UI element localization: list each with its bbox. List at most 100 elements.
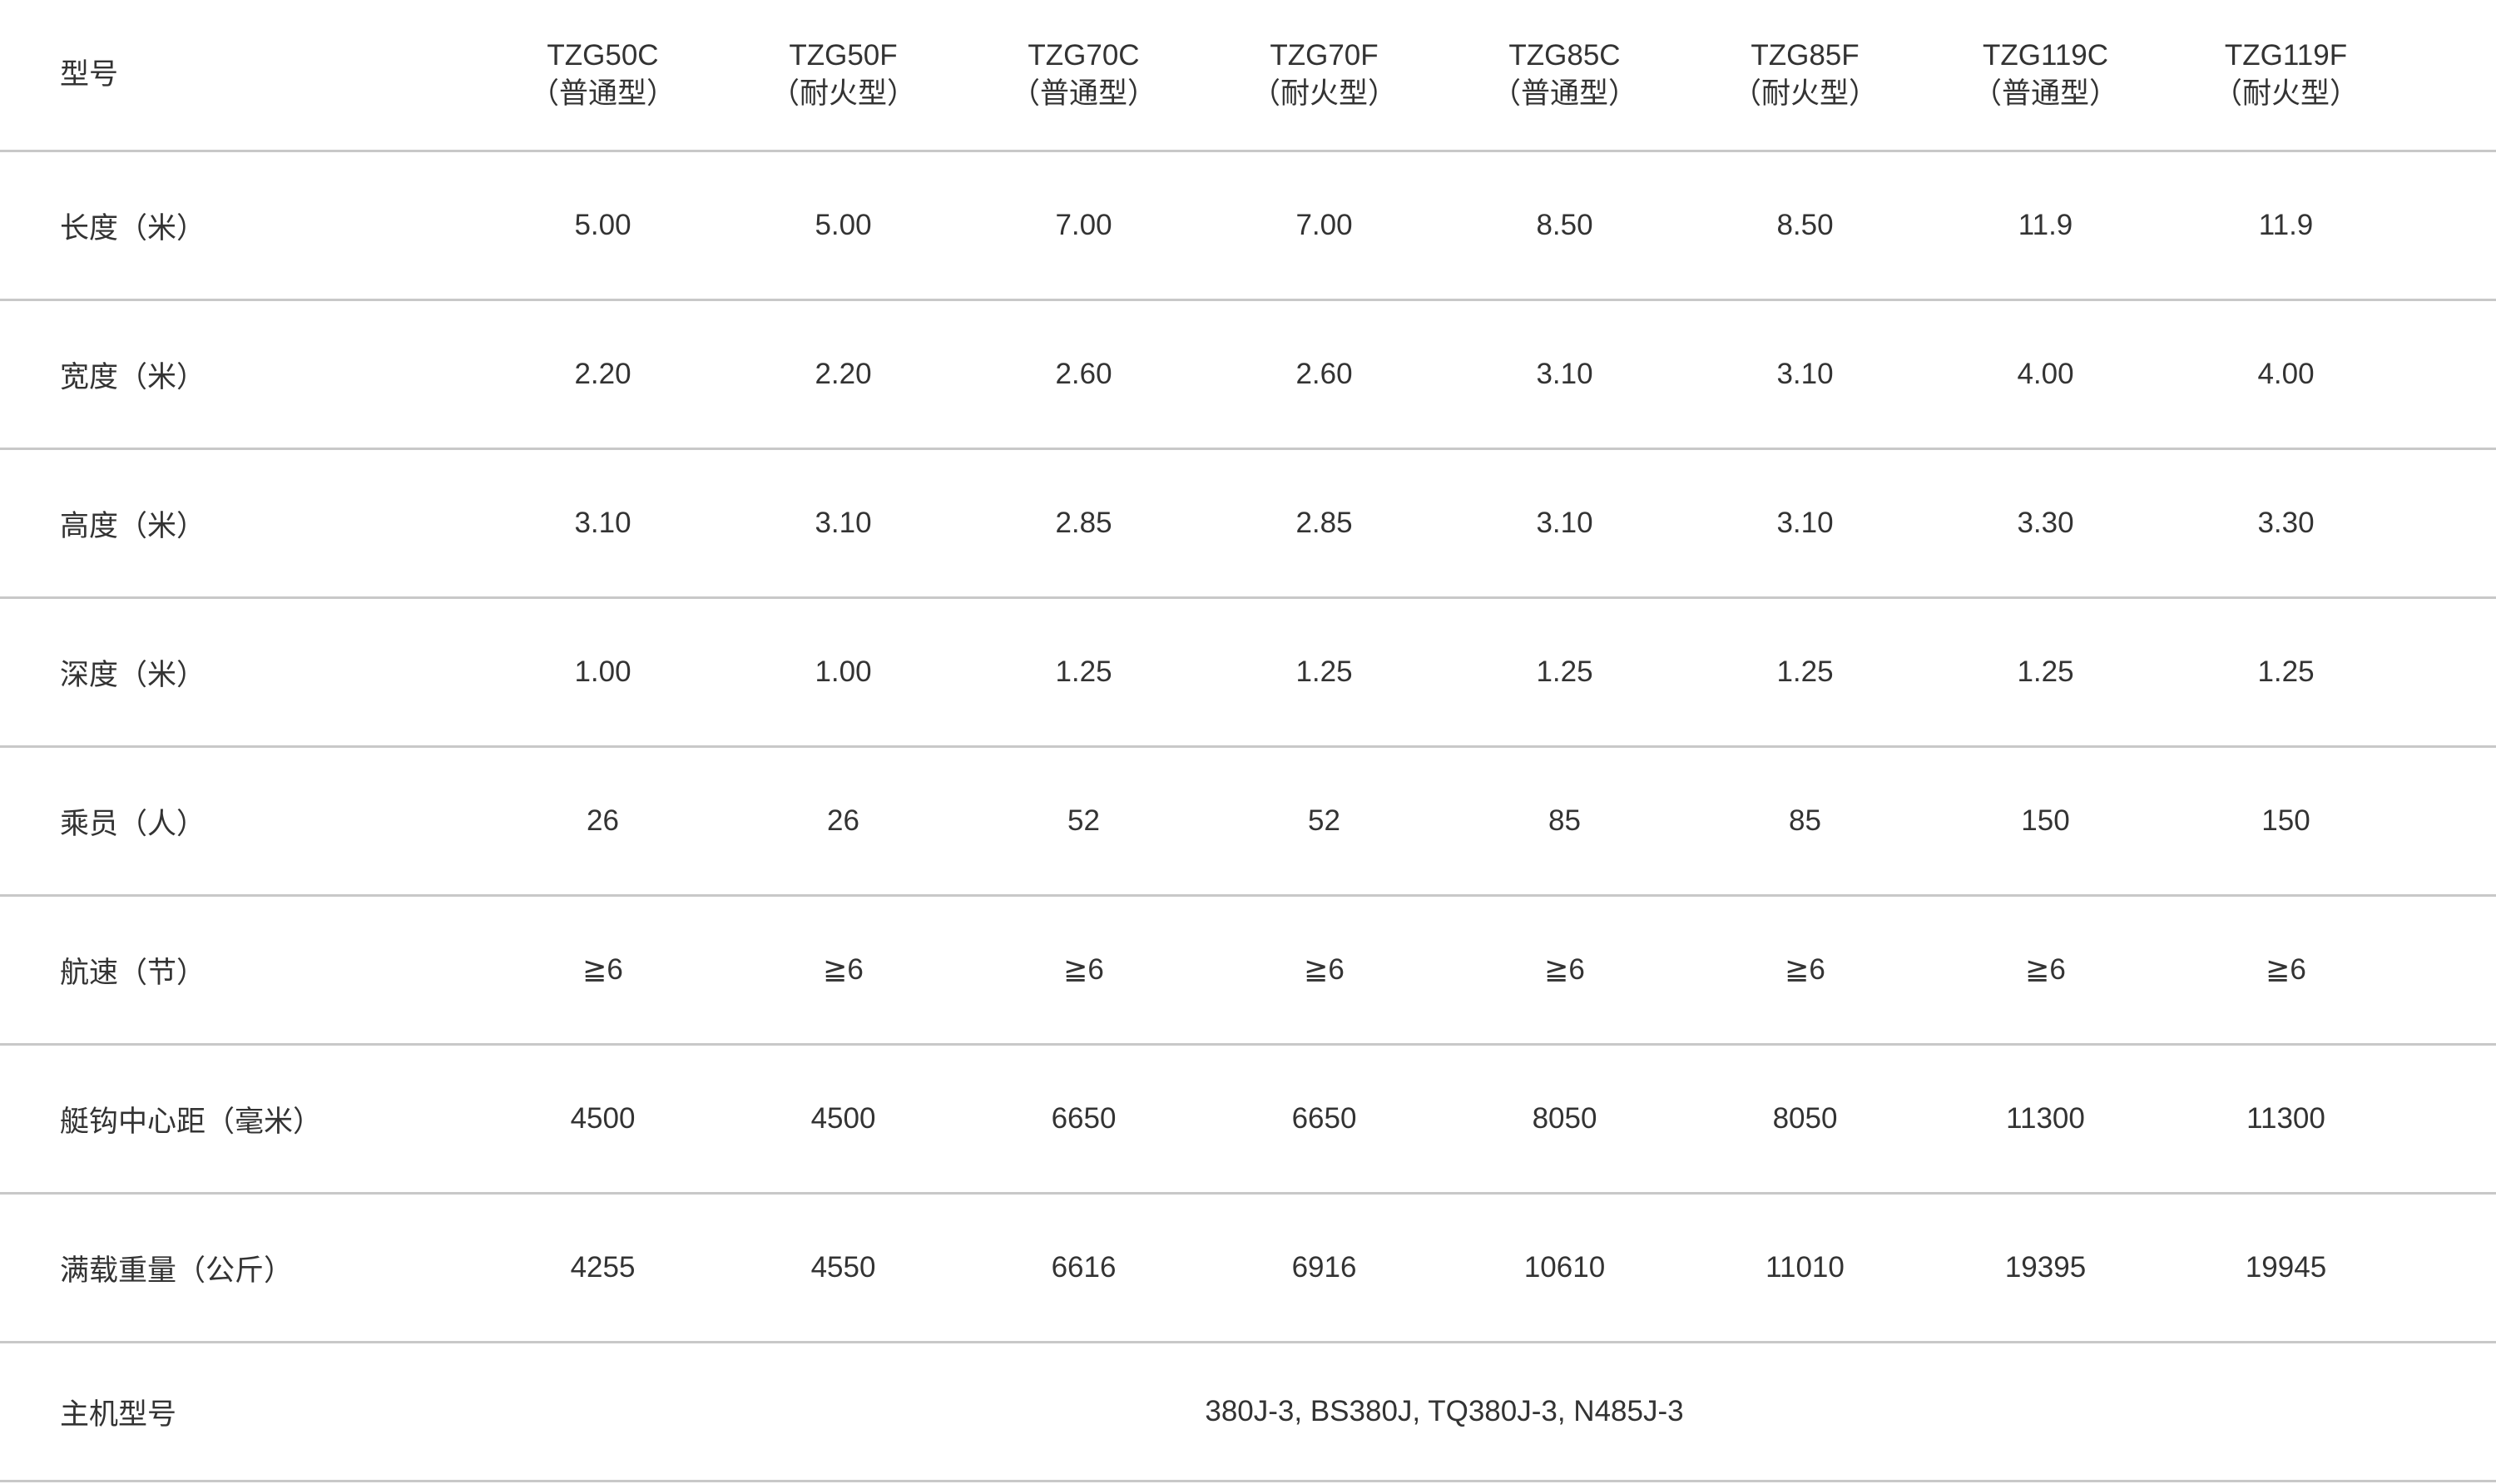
table-cell: 6916	[1204, 1193, 1444, 1343]
model-name: TZG85F	[1751, 39, 1860, 72]
table-cell: 5.00	[483, 151, 723, 301]
table-cell: 4.00	[1925, 299, 2166, 450]
table-cell: 19945	[2166, 1193, 2406, 1343]
row-label: 艇钩中心距（毫米）	[0, 1044, 483, 1195]
table-cell: 1.25	[2166, 597, 2406, 748]
table-cell: 3.30	[1925, 448, 2166, 599]
row-label: 高度（米）	[0, 448, 483, 599]
row-label: 主机型号	[0, 1342, 483, 1482]
table-cell: 11300	[2166, 1044, 2406, 1195]
table-cell: 2.60	[963, 299, 1204, 450]
table-cell: 1.25	[1925, 597, 2166, 748]
row-label: 航速（节）	[0, 895, 483, 1046]
table-cell: 3.10	[1444, 299, 1685, 450]
spacer	[2406, 1044, 2496, 1195]
table-cell: ≧6	[1204, 895, 1444, 1046]
model-name: TZG70C	[1028, 39, 1140, 72]
model-type: （普通型）	[529, 77, 676, 110]
table-cell: 4.00	[2166, 299, 2406, 450]
table-cell: 8.50	[1444, 151, 1685, 301]
engine-row: 主机型号 380J-3, BS380J, TQ380J-3, N485J-3	[0, 1342, 2496, 1482]
table-cell: 1.25	[1444, 597, 1685, 748]
table-cell: 10610	[1444, 1193, 1685, 1343]
table-cell: ≧6	[1444, 895, 1685, 1046]
table-cell: 26	[723, 746, 963, 897]
model-name: TZG50F	[789, 39, 898, 72]
row-label: 满载重量（公斤）	[0, 1193, 483, 1343]
model-type: （普通型）	[1972, 77, 2118, 110]
table-cell: 7.00	[963, 151, 1204, 301]
model-header: TZG119C （普通型）	[1925, 0, 2166, 152]
table-cell: 6650	[963, 1044, 1204, 1195]
table-cell: 11010	[1685, 1193, 1925, 1343]
table-cell: 3.10	[723, 448, 963, 599]
table-cell: 11.9	[2166, 151, 2406, 301]
table-cell: 3.30	[2166, 448, 2406, 599]
model-name: TZG85C	[1508, 39, 1621, 72]
model-header: TZG85C （普通型）	[1444, 0, 1685, 152]
header-label: 型号	[0, 0, 483, 152]
row-label: 宽度（米）	[0, 299, 483, 450]
spacer	[2406, 895, 2496, 1046]
model-header: TZG50F （耐火型）	[723, 0, 963, 152]
table-row: 乘员（人） 26 26 52 52 85 85 150 150	[0, 746, 2496, 897]
table-cell: 8050	[1685, 1044, 1925, 1195]
row-label: 乘员（人）	[0, 746, 483, 897]
table-cell: ≧6	[483, 895, 723, 1046]
table-cell: 4500	[723, 1044, 963, 1195]
model-header: TZG70C （普通型）	[963, 0, 1204, 152]
table-cell: 4550	[723, 1193, 963, 1343]
table-cell: 1.00	[723, 597, 963, 748]
table-cell: 52	[1204, 746, 1444, 897]
table-cell: 11300	[1925, 1044, 2166, 1195]
table-cell: ≧6	[1925, 895, 2166, 1046]
table-row: 艇钩中心距（毫米） 4500 4500 6650 6650 8050 8050 11300 11…	[0, 1044, 2496, 1195]
table-cell: 1.00	[483, 597, 723, 748]
table-cell: 4255	[483, 1193, 723, 1343]
table-cell: ≧6	[2166, 895, 2406, 1046]
spacer	[2406, 1193, 2496, 1343]
table-cell: 3.10	[1685, 299, 1925, 450]
table-cell: 2.85	[1204, 448, 1444, 599]
table-cell: ≧6	[1685, 895, 1925, 1046]
table-row: 深度（米） 1.00 1.00 1.25 1.25 1.25 1.25 1.25 1.25	[0, 597, 2496, 748]
table-cell: 1.25	[963, 597, 1204, 748]
table-cell: 7.00	[1204, 151, 1444, 301]
model-name: TZG119C	[1982, 39, 2109, 72]
header-row: 型号 TZG50C （普通型） TZG50F （耐火型） TZG70C （普通型） TZG7…	[0, 0, 2496, 152]
row-label: 深度（米）	[0, 597, 483, 748]
model-type: （普通型）	[1491, 77, 1637, 110]
row-label: 长度（米）	[0, 151, 483, 301]
table-cell: 3.10	[483, 448, 723, 599]
spacer	[2406, 597, 2496, 748]
table-cell: 8.50	[1685, 151, 1925, 301]
table-cell: 3.10	[1444, 448, 1685, 599]
table-cell: 85	[1444, 746, 1685, 897]
model-type: （耐火型）	[770, 77, 916, 110]
model-header: TZG119F （耐火型）	[2166, 0, 2406, 152]
spacer	[2406, 746, 2496, 897]
spacer	[2406, 448, 2496, 599]
model-header: TZG85F （耐火型）	[1685, 0, 1925, 152]
table-cell: 150	[2166, 746, 2406, 897]
table-cell: 6650	[1204, 1044, 1444, 1195]
table-cell: 2.20	[483, 299, 723, 450]
table-cell: 1.25	[1204, 597, 1444, 748]
model-name: TZG50C	[547, 39, 659, 72]
table-cell: 26	[483, 746, 723, 897]
spacer	[2406, 299, 2496, 450]
model-type: （耐火型）	[1731, 77, 1878, 110]
table-cell: 5.00	[723, 151, 963, 301]
model-name: TZG70F	[1270, 39, 1379, 72]
table-row: 航速（节） ≧6 ≧6 ≧6 ≧6 ≧6 ≧6 ≧6 ≧6	[0, 895, 2496, 1046]
table-cell: 2.85	[963, 448, 1204, 599]
table-cell: 2.60	[1204, 299, 1444, 450]
model-header: TZG50C （普通型）	[483, 0, 723, 152]
engine-models: 380J-3, BS380J, TQ380J-3, N485J-3	[483, 1342, 2406, 1482]
spacer	[2406, 151, 2496, 301]
model-type: （耐火型）	[1250, 77, 1397, 110]
model-name: TZG119F	[2224, 39, 2348, 72]
table-cell: 19395	[1925, 1193, 2166, 1343]
table-cell: 4500	[483, 1044, 723, 1195]
